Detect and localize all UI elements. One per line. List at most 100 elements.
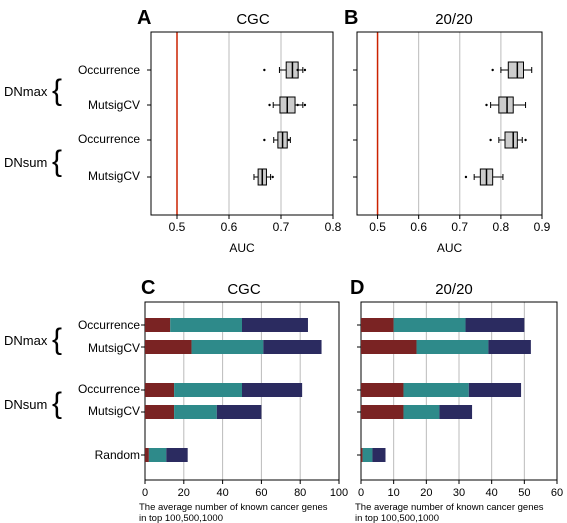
box-a-outlier — [303, 68, 307, 72]
bar-c-bar-segment — [170, 318, 242, 332]
bar-d-bar-segment — [372, 448, 386, 462]
bar-d-tick-label: 50 — [518, 487, 530, 499]
box-a-tick-label: 0.8 — [325, 220, 342, 234]
bar-c-bar-segment — [242, 383, 303, 397]
row-label-top-mutsigcv-2: MutsigCV — [88, 169, 140, 183]
bar-d-bar-segment — [439, 405, 473, 419]
brace-bottom-dnmax: { — [52, 323, 62, 356]
box-b-frame — [356, 31, 543, 216]
bar-c-xlabel-line: in top 100,500,1000 — [139, 513, 223, 523]
row-label-top-occurrence-1: Occurrence — [78, 63, 140, 77]
bar-d-bar-segment — [488, 340, 531, 354]
box-b-xlabel: AUC — [437, 241, 463, 255]
box-a-outlier — [271, 175, 274, 179]
group-label-bottom-dnmax: DNmax — [4, 333, 48, 348]
row-label-bottom-occurrence-1: Occurrence — [78, 318, 140, 332]
box-b-box — [498, 96, 514, 114]
bar-c-bar-segment — [145, 340, 192, 354]
box-a-tick-label: 0.5 — [169, 220, 186, 234]
bar-d-bar-segment — [403, 405, 440, 419]
charts-layer: 0.5 0.6 0.7 0.8 CGC AUC 0.5 0.6 0.7 0.8 0.9 20/20 AU… — [139, 11, 563, 523]
box-b-outlier — [524, 138, 527, 142]
row-label-top-mutsigcv-1: MutsigCV — [88, 98, 140, 112]
bar-c-bar-segment — [174, 383, 242, 397]
brace-top-dnmax: { — [52, 74, 62, 107]
box-a-outlier — [296, 68, 299, 72]
box-a-tick-label: 0.6 — [221, 220, 238, 234]
bar-c-bar-segment — [263, 340, 322, 354]
bar-c-tick-label: 60 — [255, 487, 267, 499]
group-label-bottom-dnsum: DNsum — [4, 397, 47, 412]
bar-c-bar-segment — [148, 448, 167, 462]
box-b-box — [504, 131, 518, 149]
bar-c-bar-segment — [174, 405, 217, 419]
box-a-outlier — [263, 68, 266, 72]
bar-d-bar-segment — [361, 340, 417, 354]
bar-d-bar-segment — [362, 448, 373, 462]
bar-c-bar-segment — [145, 383, 175, 397]
bar-d-bar-segment — [361, 448, 363, 462]
bar-d-bar-segment — [403, 383, 469, 397]
bar-d-xlabel-line: in top 100,500,1000 — [355, 513, 439, 523]
bar-d-bar-segment — [361, 405, 404, 419]
bar-c-bar-segment — [166, 448, 188, 462]
box-a-title: CGC — [236, 11, 270, 28]
panel-letter-a: A — [137, 7, 151, 29]
bar-c-xlabel-line: The average number of known cancer genes — [139, 502, 328, 513]
box-a-outlier — [296, 103, 299, 107]
row-label-top-occurrence-2: Occurrence — [78, 132, 140, 146]
bar-c-bar-segment — [145, 405, 175, 419]
bar-c-bar-segment — [191, 340, 264, 354]
brace-bottom-dnsum: { — [52, 387, 62, 420]
bar-c-title: CGC — [227, 281, 261, 298]
bar-c-tick-label: 100 — [330, 487, 348, 499]
bar-c-tick-label: 20 — [178, 487, 190, 499]
bar-d-bar-segment — [468, 383, 522, 397]
box-b-outlier — [491, 68, 494, 72]
group-label-top-dnmax: DNmax — [4, 84, 48, 99]
box-b-outlier — [485, 103, 488, 107]
bar-d-tick-label: 30 — [453, 487, 465, 499]
box-a-outlier — [263, 138, 266, 142]
row-label-bottom-mutsigcv-1: MutsigCV — [88, 341, 140, 355]
brace-top-dnsum: { — [52, 145, 62, 178]
bar-d-bar-segment — [465, 318, 525, 332]
bar-d-xlabel-line: The average number of known cancer genes — [355, 502, 544, 513]
bar-d-tick-label: 20 — [420, 487, 432, 499]
box-b-tick-label: 0.7 — [451, 220, 468, 234]
bar-d-tick-label: 0 — [358, 487, 364, 499]
bar-d-bar-segment — [393, 318, 466, 332]
panel-letter-c: C — [141, 277, 155, 299]
bar-c-tick-label: 80 — [294, 487, 306, 499]
box-a-outlier — [268, 103, 271, 107]
box-a-outlier — [303, 103, 307, 107]
panel-letter-b: B — [344, 7, 358, 29]
box-b-tick-label: 0.9 — [534, 220, 551, 234]
box-b-outlier — [464, 175, 468, 179]
bar-c-bar-segment — [216, 405, 262, 419]
row-label-bottom-occurrence-2: Occurrence — [78, 382, 140, 396]
bar-c-bar-segment — [242, 318, 308, 332]
bar-c-tick-label: 0 — [142, 487, 148, 499]
box-b-title: 20/20 — [435, 11, 473, 28]
box-b-tick-label: 0.8 — [493, 220, 510, 234]
box-b-tick-label: 0.5 — [369, 220, 386, 234]
box-a-tick-label: 0.7 — [273, 220, 290, 234]
bar-d-tick-label: 10 — [388, 487, 400, 499]
box-b-box — [507, 61, 524, 79]
bar-d-tick-label: 40 — [486, 487, 498, 499]
bar-c-bar-segment — [145, 318, 171, 332]
bar-d-tick-label: 60 — [551, 487, 563, 499]
bar-d-bar-segment — [361, 383, 404, 397]
bar-d-bar-segment — [361, 318, 394, 332]
box-b-tick-label: 0.6 — [410, 220, 427, 234]
group-label-top-dnsum: DNsum — [4, 155, 47, 170]
box-a-outlier — [287, 138, 290, 142]
bar-c-tick-label: 40 — [216, 487, 228, 499]
row-label-bottom-random: Random — [95, 448, 140, 462]
panel-letter-d: D — [350, 277, 364, 299]
row-label-bottom-mutsigcv-2: MutsigCV — [88, 404, 140, 418]
bar-d-bar-segment — [416, 340, 489, 354]
box-a-xlabel: AUC — [229, 241, 255, 255]
